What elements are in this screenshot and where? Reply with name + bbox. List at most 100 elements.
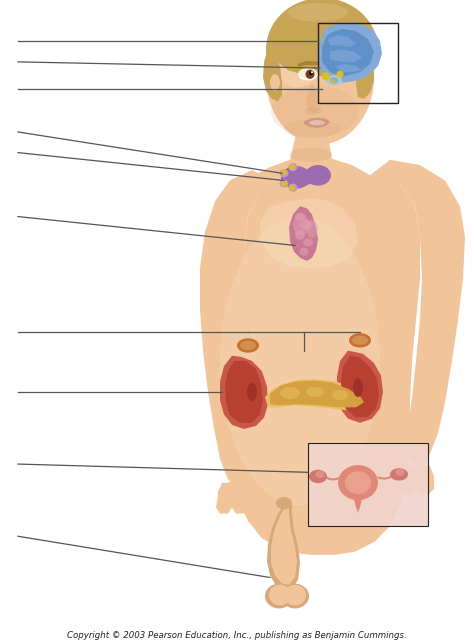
Ellipse shape [295, 213, 305, 221]
Polygon shape [306, 83, 320, 112]
Polygon shape [270, 381, 364, 407]
Ellipse shape [404, 466, 432, 487]
Ellipse shape [305, 165, 331, 186]
Polygon shape [298, 61, 320, 67]
Polygon shape [290, 119, 332, 163]
Polygon shape [318, 22, 382, 83]
Polygon shape [356, 49, 374, 99]
Ellipse shape [284, 119, 339, 138]
Ellipse shape [339, 74, 343, 77]
Polygon shape [400, 466, 434, 495]
Ellipse shape [280, 386, 300, 399]
Ellipse shape [337, 73, 344, 80]
Ellipse shape [270, 74, 280, 91]
Ellipse shape [345, 471, 371, 494]
Polygon shape [289, 206, 318, 261]
Ellipse shape [338, 465, 378, 500]
Ellipse shape [289, 164, 295, 170]
Ellipse shape [267, 72, 281, 93]
Ellipse shape [284, 585, 306, 605]
Polygon shape [330, 49, 362, 62]
Polygon shape [230, 157, 420, 555]
Ellipse shape [240, 341, 256, 350]
Ellipse shape [281, 62, 316, 87]
Ellipse shape [220, 216, 380, 505]
Polygon shape [322, 29, 374, 76]
Ellipse shape [269, 585, 291, 605]
Polygon shape [200, 170, 268, 487]
Polygon shape [220, 356, 268, 429]
Ellipse shape [288, 3, 348, 22]
Ellipse shape [300, 248, 309, 256]
Ellipse shape [314, 107, 322, 114]
Ellipse shape [289, 185, 295, 191]
Ellipse shape [271, 85, 359, 137]
Ellipse shape [316, 471, 325, 478]
Ellipse shape [330, 79, 336, 84]
Ellipse shape [266, 0, 378, 101]
Ellipse shape [281, 166, 311, 189]
Ellipse shape [289, 184, 298, 192]
Ellipse shape [295, 230, 305, 239]
Polygon shape [382, 160, 465, 469]
Ellipse shape [349, 333, 371, 347]
Ellipse shape [309, 470, 327, 483]
Ellipse shape [280, 179, 289, 187]
Polygon shape [341, 356, 379, 418]
Ellipse shape [332, 390, 348, 400]
Polygon shape [263, 49, 282, 101]
Ellipse shape [311, 71, 313, 73]
Ellipse shape [289, 163, 298, 171]
Ellipse shape [337, 71, 344, 78]
Polygon shape [268, 1, 372, 76]
Text: Copyright © 2003 Pearson Education, Inc., publishing as Benjamin Cummings.: Copyright © 2003 Pearson Education, Inc.… [67, 631, 407, 640]
Ellipse shape [309, 120, 325, 125]
Ellipse shape [300, 174, 314, 185]
Polygon shape [265, 379, 370, 410]
Polygon shape [332, 62, 350, 68]
Polygon shape [328, 35, 356, 48]
Ellipse shape [330, 77, 338, 83]
Bar [308, 444, 428, 526]
Polygon shape [260, 198, 358, 268]
Polygon shape [271, 507, 297, 585]
Bar [318, 22, 398, 103]
Ellipse shape [298, 68, 318, 80]
Ellipse shape [306, 220, 318, 238]
Ellipse shape [300, 220, 312, 230]
Ellipse shape [276, 497, 292, 510]
Polygon shape [304, 117, 330, 128]
Ellipse shape [247, 383, 257, 401]
Ellipse shape [353, 379, 363, 397]
Ellipse shape [266, 10, 374, 144]
Ellipse shape [326, 75, 342, 85]
Ellipse shape [290, 148, 332, 162]
Polygon shape [354, 499, 362, 512]
Ellipse shape [280, 169, 289, 177]
Polygon shape [267, 505, 300, 592]
Ellipse shape [305, 108, 317, 115]
Polygon shape [335, 64, 362, 72]
Polygon shape [216, 483, 252, 514]
Ellipse shape [303, 238, 313, 247]
Ellipse shape [306, 69, 315, 79]
Ellipse shape [390, 468, 408, 481]
Ellipse shape [322, 72, 330, 80]
Polygon shape [337, 351, 383, 423]
Ellipse shape [281, 169, 287, 175]
Ellipse shape [309, 71, 313, 75]
Ellipse shape [395, 469, 404, 476]
Ellipse shape [352, 336, 368, 345]
Ellipse shape [237, 338, 259, 352]
Ellipse shape [281, 180, 287, 187]
Ellipse shape [218, 482, 250, 504]
Bar [308, 444, 428, 526]
Ellipse shape [281, 584, 309, 609]
Ellipse shape [293, 214, 309, 236]
Ellipse shape [306, 386, 324, 397]
Polygon shape [225, 361, 263, 423]
Bar [318, 22, 398, 103]
Ellipse shape [265, 584, 293, 609]
Polygon shape [298, 68, 320, 78]
Ellipse shape [331, 72, 345, 81]
